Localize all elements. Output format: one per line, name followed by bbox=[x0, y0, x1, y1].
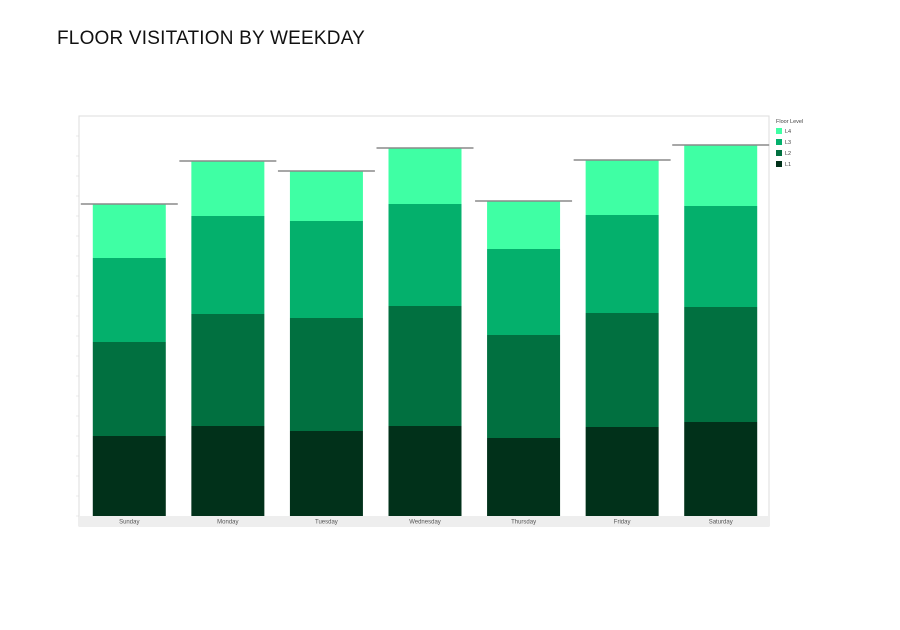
legend-label-l4: L4 bbox=[785, 129, 791, 135]
bar-segment-l2-wednesday bbox=[388, 306, 462, 426]
bar-segment-l1-saturday bbox=[684, 422, 758, 516]
bar-segment-l3-saturday bbox=[684, 206, 758, 307]
bar-segment-l2-tuesday bbox=[289, 318, 363, 431]
legend-swatch-l4 bbox=[776, 128, 782, 134]
bar-segment-l3-friday bbox=[585, 215, 659, 313]
bar-group-friday bbox=[585, 160, 659, 516]
bar-segment-l1-sunday bbox=[92, 436, 166, 516]
bar-group-thursday bbox=[487, 201, 561, 516]
bar-segment-l1-tuesday bbox=[289, 431, 363, 516]
legend: Floor Level L4 L3 L2 L1 bbox=[776, 119, 803, 168]
bar-segment-l4-thursday bbox=[487, 201, 561, 249]
legend-swatch-l1 bbox=[776, 161, 782, 167]
legend-title: Floor Level bbox=[776, 119, 803, 125]
page-title: FLOOR VISITATION BY WEEKDAY bbox=[57, 28, 366, 49]
bar-segment-l4-sunday bbox=[92, 204, 166, 258]
bar-segment-l2-monday bbox=[191, 314, 265, 426]
y-axis-ticks bbox=[76, 135, 79, 517]
legend-swatch-l2 bbox=[776, 150, 782, 156]
bar-group-tuesday bbox=[289, 171, 363, 516]
bar-segment-l3-wednesday bbox=[388, 204, 462, 306]
bar-segment-l3-tuesday bbox=[289, 221, 363, 318]
legend-label-l3: L3 bbox=[785, 140, 791, 146]
legend-swatch-l3 bbox=[776, 139, 782, 145]
legend-label-l2: L2 bbox=[785, 151, 791, 157]
legend-label-l1: L1 bbox=[785, 162, 791, 168]
bar-group-sunday bbox=[92, 204, 166, 516]
x-axis-band bbox=[79, 516, 769, 526]
bar-segment-l4-saturday bbox=[684, 145, 758, 206]
bar-group-monday bbox=[191, 161, 265, 516]
bar-segment-l1-monday bbox=[191, 426, 265, 516]
bar-segment-l2-thursday bbox=[487, 335, 561, 438]
bar-segment-l3-thursday bbox=[487, 249, 561, 335]
bar-segment-l4-friday bbox=[585, 160, 659, 215]
bar-segment-l2-friday bbox=[585, 313, 659, 427]
bar-segment-l4-monday bbox=[191, 161, 265, 216]
x-tick-label-saturday: Saturday bbox=[709, 520, 733, 526]
bar-segment-l4-wednesday bbox=[388, 148, 462, 204]
x-tick-label-sunday: Sunday bbox=[119, 520, 139, 526]
x-tick-label-thursday: Thursday bbox=[511, 520, 536, 526]
bar-segment-l1-friday bbox=[585, 427, 659, 516]
total-reference-lines bbox=[80, 144, 770, 205]
bar-segment-l2-sunday bbox=[92, 342, 166, 436]
bar-groups bbox=[92, 145, 758, 516]
bar-segment-l3-sunday bbox=[92, 258, 166, 342]
bar-group-wednesday bbox=[388, 148, 462, 516]
x-tick-label-monday: Monday bbox=[217, 520, 238, 526]
bar-segment-l4-tuesday bbox=[289, 171, 363, 221]
bar-segment-l2-saturday bbox=[684, 307, 758, 422]
bar-segment-l3-monday bbox=[191, 216, 265, 314]
bar-segment-l1-thursday bbox=[487, 438, 561, 516]
x-axis-tick-labels: Sunday Monday Tuesday Wednesday Thursday Frid… bbox=[119, 520, 733, 526]
bar-segment-l1-wednesday bbox=[388, 426, 462, 516]
x-tick-label-tuesday: Tuesday bbox=[315, 520, 338, 526]
x-tick-label-wednesday: Wednesday bbox=[409, 520, 441, 526]
x-tick-label-friday: Friday bbox=[614, 520, 631, 526]
bar-group-saturday bbox=[684, 145, 758, 516]
